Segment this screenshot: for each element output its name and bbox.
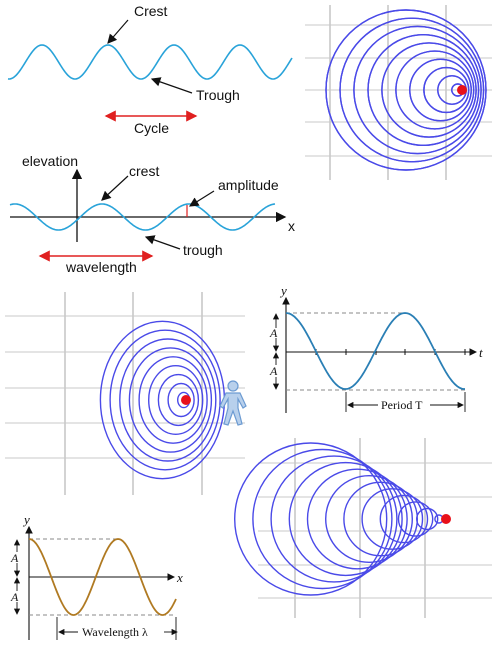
doppler-panel-bottom-right [234, 438, 492, 618]
crest-trough-panel: Crest Trough Cycle [7, 3, 293, 136]
amplitude-pointer-arrow [188, 190, 215, 207]
wavefront-ring [395, 50, 475, 130]
sine-curve [285, 312, 465, 390]
wavefront-ring [119, 338, 217, 462]
wavefront-rings [99, 320, 226, 480]
source-dot-icon [441, 514, 451, 524]
wave-line [7, 44, 293, 80]
trough-pointer-arrow [150, 77, 193, 94]
wavefront-ring [397, 501, 434, 537]
wavefront-ring [288, 461, 403, 577]
source-dot-icon [457, 85, 467, 95]
x-axis-label: x [288, 218, 295, 234]
wavefront-ring [325, 9, 487, 171]
y-axis-label: y [279, 283, 287, 298]
wavefront-ring [99, 320, 226, 480]
cycle-label: Cycle [134, 120, 169, 136]
wavefront-ring [147, 365, 204, 436]
x-axis-label: x [176, 570, 183, 585]
trough-label: trough [183, 242, 223, 258]
amplitude-bottom-label: A [10, 590, 19, 604]
wavefront-ring [409, 58, 472, 122]
period-label: Period T [381, 398, 423, 412]
wavefront-ring [379, 494, 429, 544]
sine-curve [28, 538, 177, 616]
trough-label: Trough [196, 87, 240, 103]
grid-lines [5, 292, 245, 495]
period-panel: y t A A Period T [269, 283, 483, 413]
wavefront-ring [306, 468, 408, 570]
y-axis-label: y [22, 512, 30, 527]
t-axis-label: t [479, 345, 483, 360]
wavefront-ring [367, 34, 480, 146]
amplitude-bottom-label: A [269, 364, 278, 378]
wavefront-ring [109, 329, 221, 471]
trough-pointer-arrow [144, 235, 181, 250]
source-dot-icon [181, 395, 191, 405]
wavelength-label: wavelength [65, 259, 137, 275]
wavelength-panel: y x A A Wavelength λ [10, 512, 183, 640]
wavefront-rings [234, 442, 444, 596]
wavefront-ring [157, 373, 200, 427]
wavefront-ring [167, 382, 195, 418]
wavefront-ring [270, 455, 398, 583]
elevation-label: elevation [22, 153, 78, 169]
wavefront-ring [339, 17, 485, 163]
crest-label: crest [129, 163, 159, 179]
grid-lines [258, 438, 492, 618]
wavelength-label: Wavelength λ [82, 625, 148, 639]
amplitude-label: amplitude [218, 177, 279, 193]
wavefront-ring [423, 66, 470, 114]
wavefront-ring [325, 475, 414, 564]
wavefront-ring [353, 25, 482, 155]
elevation-panel: x elevation crest amplitude trough wavel… [9, 153, 295, 275]
wavefront-ring [234, 442, 388, 596]
wavefront-ring [138, 356, 208, 444]
wave-line [9, 203, 276, 231]
crest-pointer-arrow [101, 175, 129, 201]
wavefront-ring [361, 488, 424, 550]
wavefront-ring [128, 347, 213, 453]
wavefront-ring [343, 481, 418, 557]
wavefront-ring [252, 448, 393, 590]
amplitude-top-label: A [10, 551, 19, 565]
amplitude-top-label: A [269, 326, 278, 340]
doppler-panel-top-right [305, 5, 492, 180]
crest-pointer-arrow [107, 19, 129, 44]
person-icon [219, 380, 247, 426]
wavefront-ring [381, 42, 477, 138]
crest-label: Crest [134, 3, 168, 19]
doppler-panel-observer [5, 292, 247, 495]
